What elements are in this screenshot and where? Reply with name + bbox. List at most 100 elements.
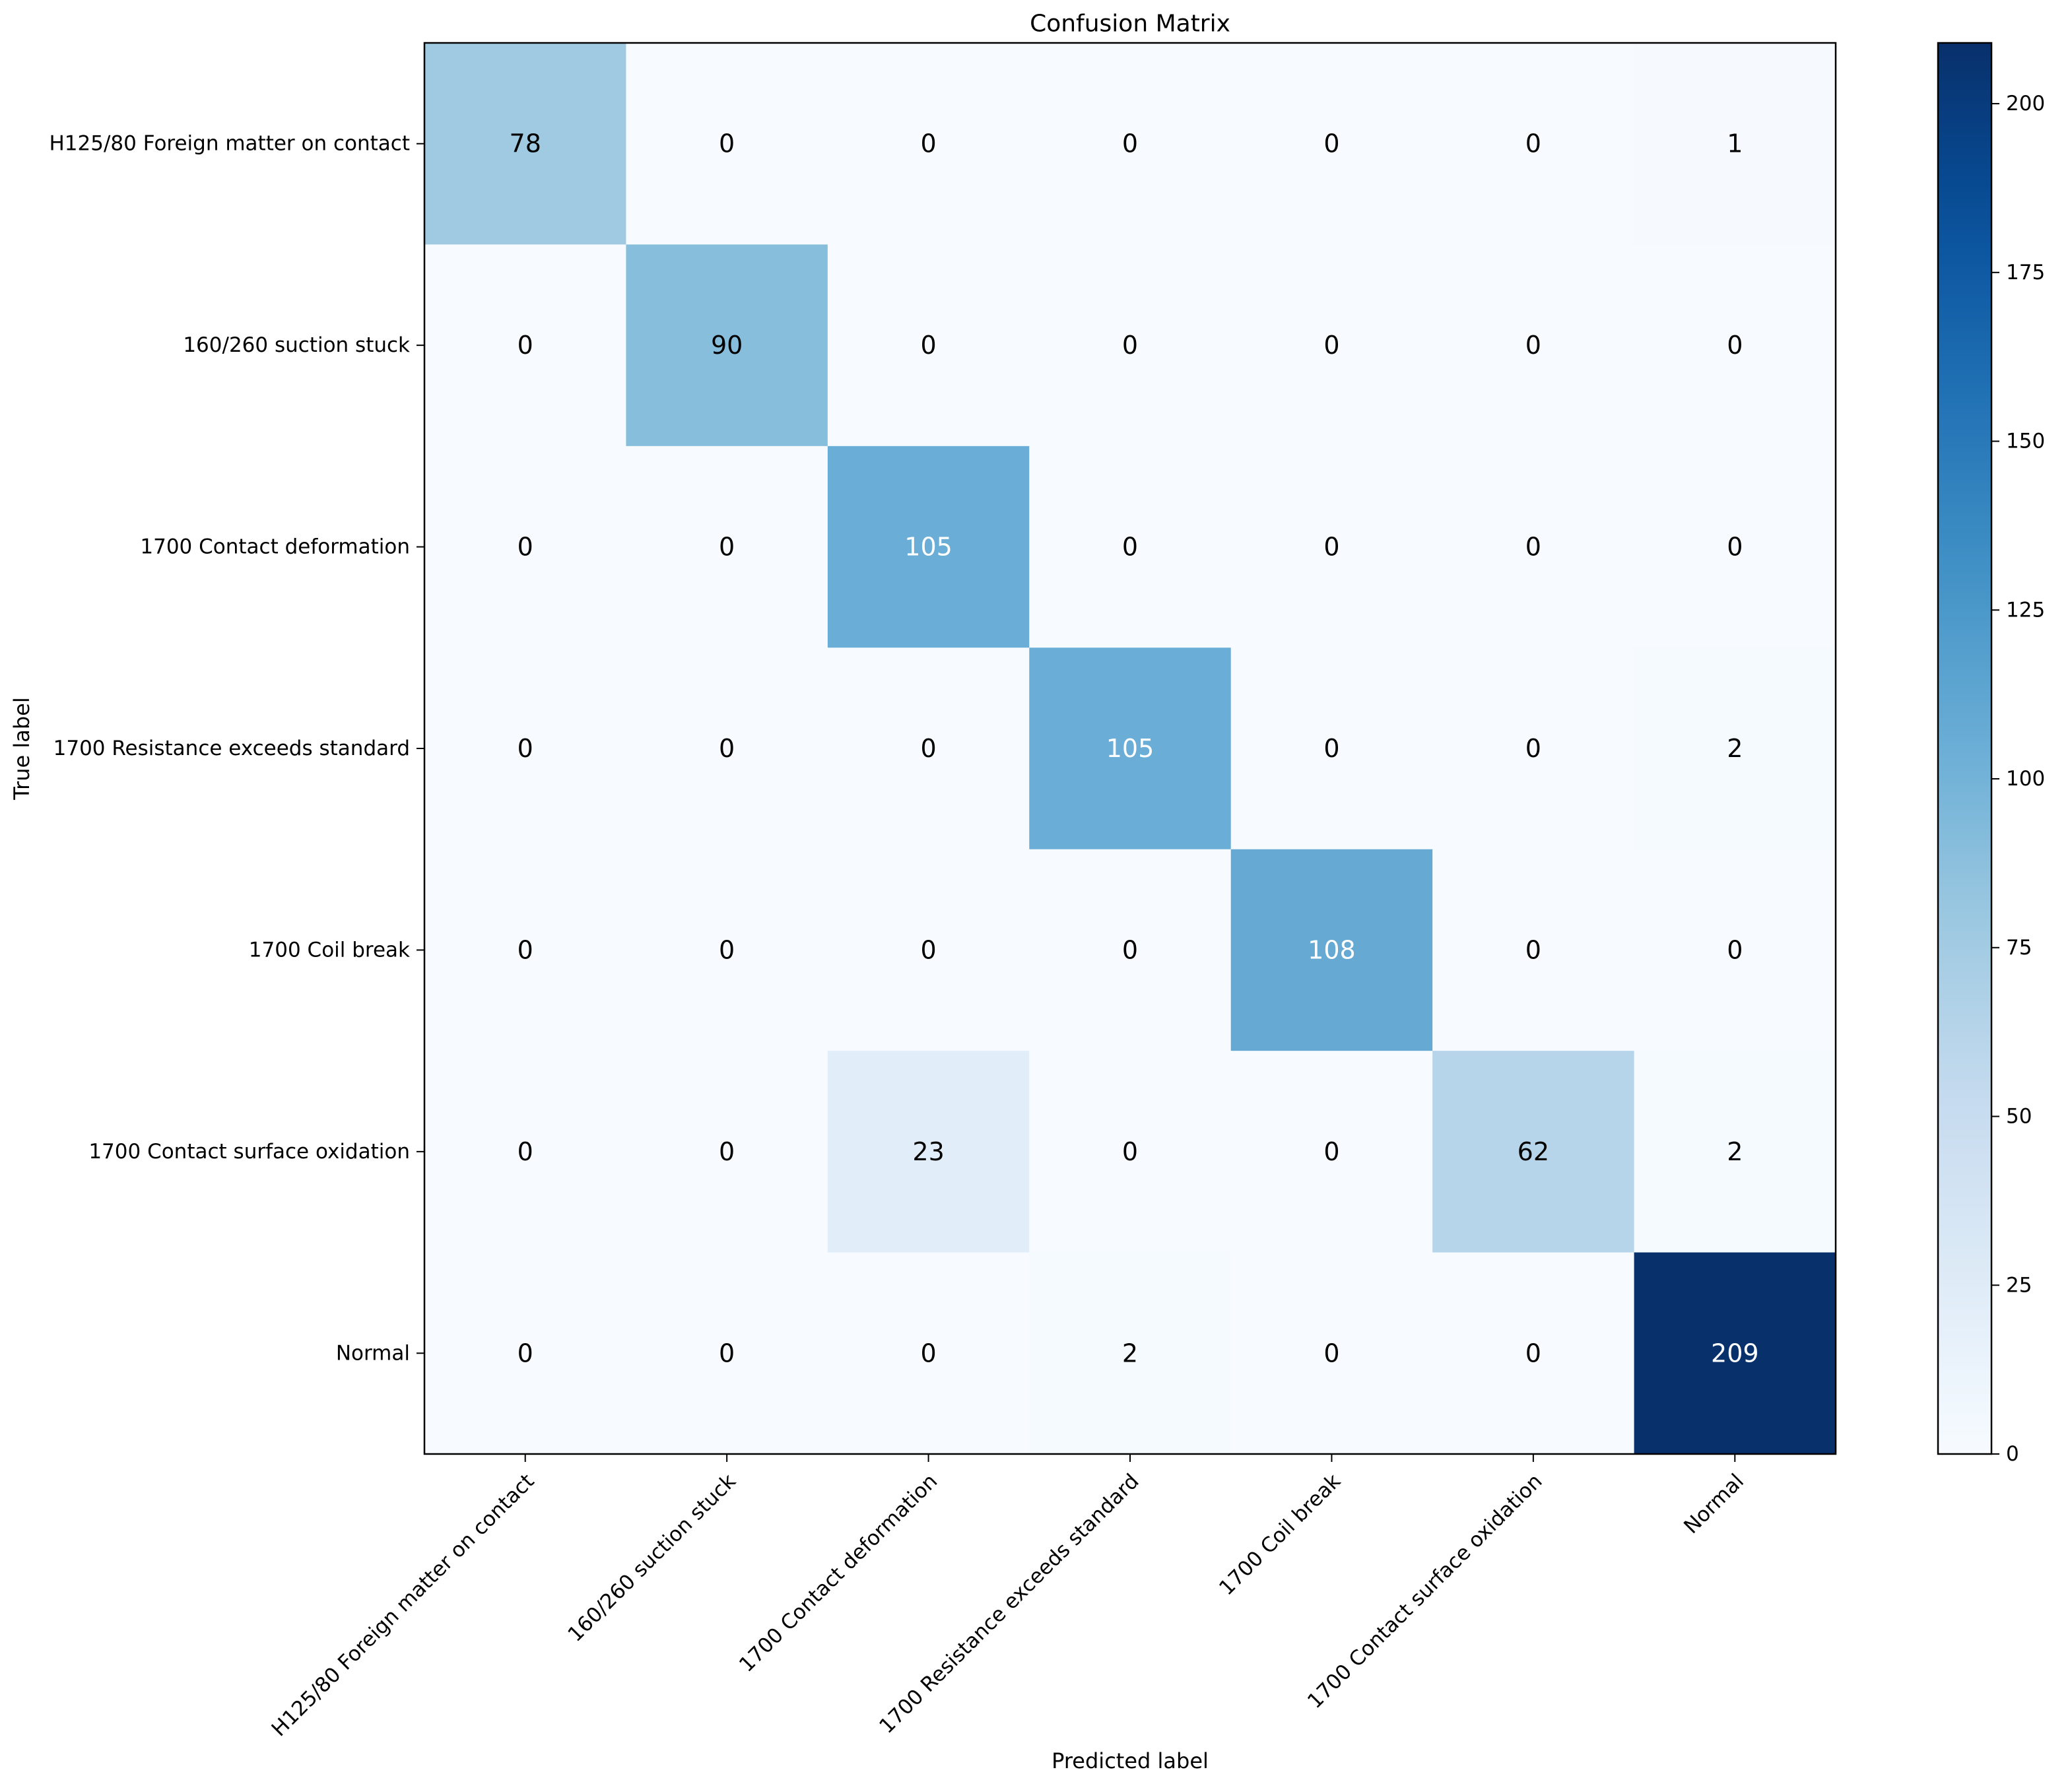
- heatmap-cell: [827, 647, 1030, 850]
- colorbar-tick-label: 50: [2006, 1105, 2032, 1129]
- cell-value-label: 0: [518, 533, 533, 562]
- heatmap-cell: [424, 1051, 627, 1253]
- heatmap-cell: [1432, 1252, 1635, 1455]
- y-tick-label: 1700 Resistance exceeds standard: [53, 737, 410, 760]
- cell-value-label: 0: [719, 129, 735, 158]
- heatmap-cell: [626, 849, 828, 1051]
- heatmap-cell: [1634, 1252, 1836, 1455]
- cell-value-label: 0: [1323, 331, 1339, 360]
- cell-value-label: 0: [1323, 734, 1339, 763]
- cell-value-label: 0: [1727, 533, 1743, 562]
- colorbar-tick-label: 200: [2006, 92, 2045, 116]
- cell-value-label: 0: [920, 734, 936, 763]
- y-axis-label: True label: [9, 697, 34, 801]
- heatmap-cell: [1432, 1051, 1635, 1253]
- y-tick-label: H125/80 Foreign matter on contact: [50, 132, 411, 156]
- cell-value-label: 0: [719, 1338, 735, 1368]
- cell-value-label: 0: [1122, 331, 1138, 360]
- cell-value-label: 0: [1525, 734, 1541, 763]
- cell-value-label: 209: [1711, 1338, 1759, 1368]
- cell-value-label: 0: [1525, 533, 1541, 562]
- cell-value-label: 105: [1106, 734, 1154, 763]
- cell-value-label: 0: [719, 734, 735, 763]
- heatmap-cell: [1029, 43, 1232, 246]
- cell-value-label: 0: [518, 734, 533, 763]
- cell-value-label: 0: [1323, 129, 1339, 158]
- heatmap-cell: [1230, 446, 1433, 648]
- heatmap-cell: [424, 647, 627, 850]
- cell-value-label: 0: [920, 129, 936, 158]
- heatmap-cell: [1634, 244, 1836, 447]
- heatmap-cell: [626, 647, 828, 850]
- heatmap-cell: [626, 244, 828, 447]
- cell-value-label: 0: [1525, 331, 1541, 360]
- heatmap-cell: [1029, 849, 1232, 1051]
- heatmap-cell: [827, 244, 1030, 447]
- cell-value-label: 0: [1122, 935, 1138, 964]
- cell-value-label: 0: [1122, 533, 1138, 562]
- x-tick-label: 1700 Contact deformation: [735, 1469, 942, 1676]
- colorbar-tick-label: 100: [2006, 767, 2045, 791]
- cell-value-label: 0: [920, 1338, 936, 1368]
- cell-value-label: 0: [1323, 1137, 1339, 1166]
- cell-value-label: 0: [920, 935, 936, 964]
- heatmap-cell: [827, 43, 1030, 246]
- cell-value-label: 1: [1727, 129, 1743, 158]
- heatmap-cell: [626, 1252, 828, 1455]
- heatmap-cell: [626, 446, 828, 648]
- heatmap-cell: [424, 446, 627, 648]
- cell-value-label: 0: [1727, 331, 1743, 360]
- x-tick-label: 1700 Contact surface oxidation: [1303, 1469, 1547, 1713]
- cell-value-label: 0: [920, 331, 936, 360]
- cell-value-label: 2: [1122, 1338, 1138, 1368]
- heatmap-cell: [827, 849, 1030, 1051]
- cell-value-label: 0: [1525, 129, 1541, 158]
- colorbar-tick-label: 0: [2006, 1442, 2019, 1466]
- heatmap-cells: [424, 43, 1836, 1455]
- heatmap-cell: [1432, 244, 1635, 447]
- heatmap-cell: [424, 244, 627, 447]
- y-tick-label: 1700 Coil break: [249, 938, 410, 962]
- y-tick-label: 160/260 suction stuck: [183, 333, 410, 357]
- heatmap-cell: [424, 1252, 627, 1455]
- x-tick-label: H125/80 Foreign matter on contact: [267, 1469, 539, 1741]
- cell-value-label: 2: [1727, 1137, 1743, 1166]
- heatmap-cell: [1230, 647, 1433, 850]
- cell-value-label: 0: [1525, 935, 1541, 964]
- cell-value-label: 0: [518, 1137, 533, 1166]
- cell-value-label: 23: [912, 1137, 944, 1166]
- cell-value-label: 0: [1122, 129, 1138, 158]
- colorbar-tick-label: 75: [2006, 936, 2032, 960]
- x-tick-label: 160/260 suction stuck: [563, 1469, 740, 1646]
- colorbar-tick-label: 25: [2006, 1273, 2032, 1297]
- heatmap-cell: [626, 1051, 828, 1253]
- x-axis-label: Predicted label: [1052, 1748, 1209, 1773]
- heatmap-cell: [1230, 1051, 1433, 1253]
- cell-value-label: 90: [711, 331, 743, 360]
- cell-value-label: 0: [1122, 1137, 1138, 1166]
- cell-value-label: 0: [1323, 533, 1339, 562]
- cell-value-label: 0: [719, 935, 735, 964]
- heatmap-cell: [1634, 43, 1836, 246]
- colorbar-gradient: [1937, 42, 1993, 1455]
- heatmap-cell-labels: 78 0 0 0 0 0 1 0 90 0 0 0 0 0 0 0 105 0 0 0 0 0 0 0 105 0 0 2 0 0 0 0 10…: [510, 129, 1759, 1368]
- heatmap-cell: [1634, 446, 1836, 648]
- heatmap-cell: [1029, 1051, 1232, 1253]
- cell-value-label: 0: [518, 1338, 533, 1368]
- heatmap-cell: [1634, 849, 1836, 1051]
- heatmap-cell: [424, 43, 627, 246]
- cell-value-label: 0: [1727, 935, 1743, 964]
- cell-value-label: 0: [518, 935, 533, 964]
- heatmap-cell: [1029, 647, 1232, 850]
- heatmap-cell: [827, 446, 1030, 648]
- heatmap-cell: [1029, 446, 1232, 648]
- heatmap-cell: [1230, 244, 1433, 447]
- y-tick-label: 1700 Contact deformation: [140, 535, 410, 559]
- cell-value-label: 0: [518, 331, 533, 360]
- heatmap-cell: [424, 849, 627, 1051]
- heatmap-cell: [1029, 244, 1232, 447]
- heatmap-cell: [1432, 43, 1635, 246]
- cell-value-label: 62: [1518, 1137, 1549, 1166]
